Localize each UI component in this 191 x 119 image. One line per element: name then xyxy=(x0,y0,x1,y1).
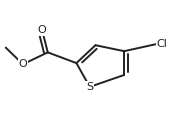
Text: S: S xyxy=(86,82,93,92)
Text: Cl: Cl xyxy=(157,39,168,49)
Text: O: O xyxy=(38,25,46,35)
Text: O: O xyxy=(19,59,27,69)
